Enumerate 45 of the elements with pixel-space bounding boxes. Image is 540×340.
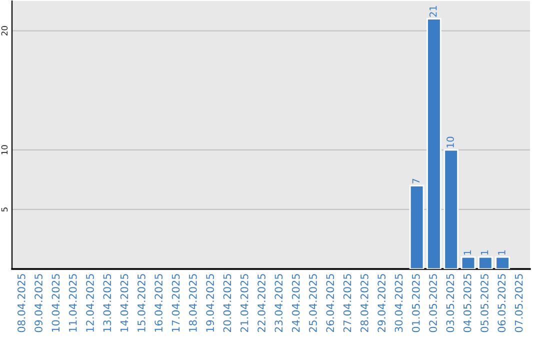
x-tick-label: 01.05.2025 xyxy=(412,274,420,332)
y-tick-label: 20 xyxy=(1,26,8,36)
x-tick-label: 17.04.2025 xyxy=(172,274,180,332)
data-label: 1 xyxy=(481,250,488,255)
x-tick-label: 09.04.2025 xyxy=(34,274,42,332)
x-tick-label: 04.05.2025 xyxy=(463,274,472,332)
x-tick-label: 16.04.2025 xyxy=(154,274,163,332)
x-tick-label: 27.04.2025 xyxy=(343,274,352,332)
y-tick-label: 10 xyxy=(1,145,8,154)
data-label: 1 xyxy=(498,250,506,255)
x-tick-label: 30.04.2025 xyxy=(394,274,403,332)
x-tick-label: 10.04.2025 xyxy=(52,274,60,332)
bar xyxy=(478,256,493,269)
x-tick-label: 12.04.2025 xyxy=(86,274,94,332)
bar xyxy=(495,256,510,269)
x-tick-label: 23.04.2025 xyxy=(274,274,283,332)
y-tick-label: 5 xyxy=(1,208,8,212)
bar xyxy=(460,256,476,269)
x-tick-label: 15.04.2025 xyxy=(138,274,146,332)
x-tick-label: 13.04.2025 xyxy=(103,274,112,332)
x-tick-label: 21.04.2025 xyxy=(240,274,248,332)
bar xyxy=(409,184,424,269)
bar xyxy=(444,149,458,269)
x-tick-label: 05.05.2025 xyxy=(480,274,488,332)
x-tick-label: 11.04.2025 xyxy=(68,274,77,332)
x-tick-label: 06.05.2025 xyxy=(498,274,506,332)
x-tick-label: 08.04.2025 xyxy=(17,274,26,332)
x-tick-label: 07.05.2025 xyxy=(514,274,523,332)
x-tick-label: 19.04.2025 xyxy=(206,274,214,332)
data-label: 21 xyxy=(429,6,437,17)
x-tick-label: 20.04.2025 xyxy=(223,274,232,332)
x-tick-label: 03.05.2025 xyxy=(446,274,454,332)
x-tick-label: 24.04.2025 xyxy=(292,274,300,332)
x-tick-label: 26.04.2025 xyxy=(326,274,334,332)
x-tick-label: 29.04.2025 xyxy=(378,274,386,332)
x-tick-label: 22.04.2025 xyxy=(258,274,266,332)
x-tick-label: 02.05.2025 xyxy=(429,274,437,332)
x-tick-label: 18.04.2025 xyxy=(188,274,197,332)
x-tick-label: 14.04.2025 xyxy=(120,274,128,332)
data-label: 10 xyxy=(446,136,454,148)
x-tick-label: 28.04.2025 xyxy=(360,274,368,332)
bar xyxy=(426,18,442,269)
x-tick-label: 25.04.2025 xyxy=(309,274,317,332)
data-label: 1 xyxy=(464,250,471,255)
data-label: 7 xyxy=(412,178,420,184)
